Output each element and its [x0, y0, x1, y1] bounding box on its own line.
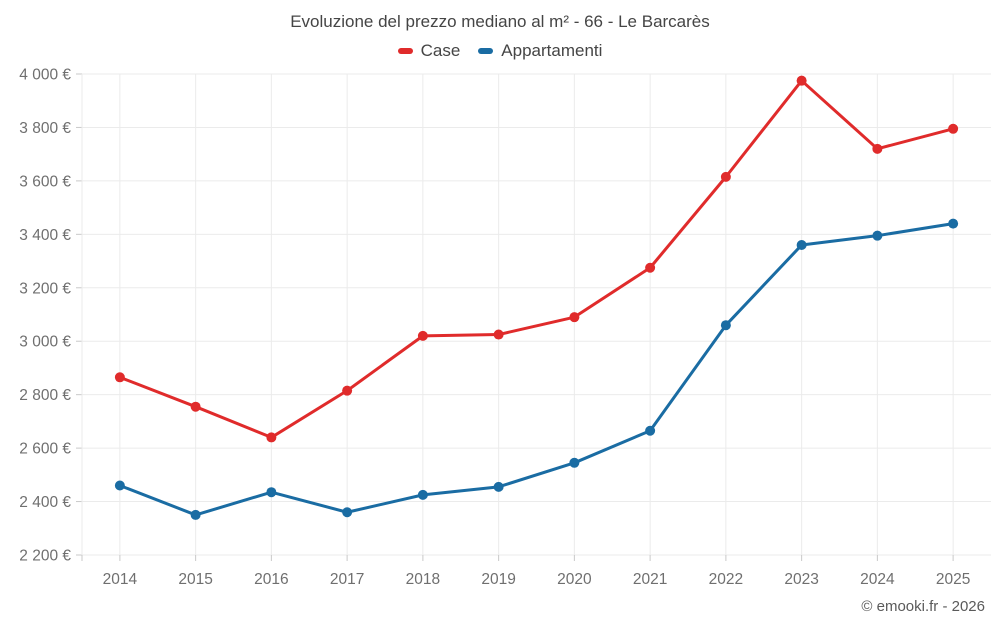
data-point-case-2025 — [948, 123, 959, 134]
data-point-appartamenti-2024 — [872, 230, 883, 241]
x-tick-label: 2018 — [406, 571, 440, 588]
appartamenti-legend-marker-icon — [478, 48, 494, 54]
credit-watermark: © emooki.fr - 2026 — [861, 598, 985, 615]
x-tick-label: 2020 — [557, 571, 592, 588]
data-point-appartamenti-2023 — [796, 240, 807, 251]
data-point-case-2020 — [569, 312, 580, 323]
series-line-case — [118, 79, 955, 439]
data-point-appartamenti-2015 — [190, 509, 201, 520]
data-point-case-2016 — [266, 432, 277, 443]
case-legend-label: Case — [420, 41, 461, 60]
legend: Case Appartamenti — [0, 41, 1000, 61]
x-tick-label: 2019 — [481, 571, 515, 588]
data-point-appartamenti-2017 — [342, 507, 353, 518]
data-point-case-2019 — [493, 329, 504, 340]
appartamenti-legend-label: Appartamenti — [501, 41, 603, 60]
data-point-case-2015 — [190, 401, 201, 412]
data-point-case-2014 — [114, 372, 125, 383]
data-point-case-2021 — [645, 262, 656, 273]
data-point-appartamenti-2020 — [569, 457, 580, 468]
y-tick-label: 3 200 € — [19, 280, 71, 297]
y-tick-label: 3 600 € — [19, 173, 71, 190]
data-point-appartamenti-2019 — [493, 481, 504, 492]
data-point-case-2024 — [872, 143, 883, 154]
data-point-appartamenti-2018 — [417, 489, 428, 500]
y-tick-label: 2 200 € — [19, 548, 71, 565]
x-tick-label: 2023 — [784, 571, 818, 588]
data-point-appartamenti-2016 — [266, 487, 277, 498]
series-line-appartamenti — [118, 222, 955, 517]
x-tick-label: 2016 — [254, 571, 288, 588]
y-tick-label: 4 000 € — [19, 67, 71, 84]
x-tick-label: 2014 — [103, 571, 138, 588]
data-point-case-2018 — [417, 330, 428, 341]
data-point-case-2023 — [796, 75, 807, 86]
y-tick-label: 2 600 € — [19, 441, 71, 458]
x-tick-label: 2015 — [178, 571, 212, 588]
x-tick-label: 2021 — [633, 571, 667, 588]
data-point-appartamenti-2025 — [948, 218, 959, 229]
x-tick-label: 2024 — [860, 571, 895, 588]
data-point-appartamenti-2014 — [114, 480, 125, 491]
y-tick-label: 3 400 € — [19, 227, 71, 244]
y-tick-label: 3 000 € — [19, 334, 71, 351]
data-point-appartamenti-2022 — [720, 320, 731, 331]
chart-title: Evoluzione del prezzo mediano al m² - 66… — [290, 12, 710, 31]
y-tick-label: 3 800 € — [19, 120, 71, 137]
case-legend-marker-icon — [397, 48, 413, 54]
data-point-case-2017 — [342, 385, 353, 396]
data-point-appartamenti-2021 — [645, 425, 656, 436]
y-tick-label: 2 400 € — [19, 494, 71, 511]
legend-item-appartamenti[interactable]: Appartamenti — [478, 41, 602, 61]
y-tick-label: 2 800 € — [19, 387, 71, 404]
legend-item-case[interactable]: Case — [397, 41, 461, 61]
x-tick-label: 2017 — [330, 571, 364, 588]
data-point-case-2022 — [720, 171, 731, 182]
x-tick-label: 2022 — [709, 571, 743, 588]
x-tick-label: 2025 — [936, 571, 970, 588]
